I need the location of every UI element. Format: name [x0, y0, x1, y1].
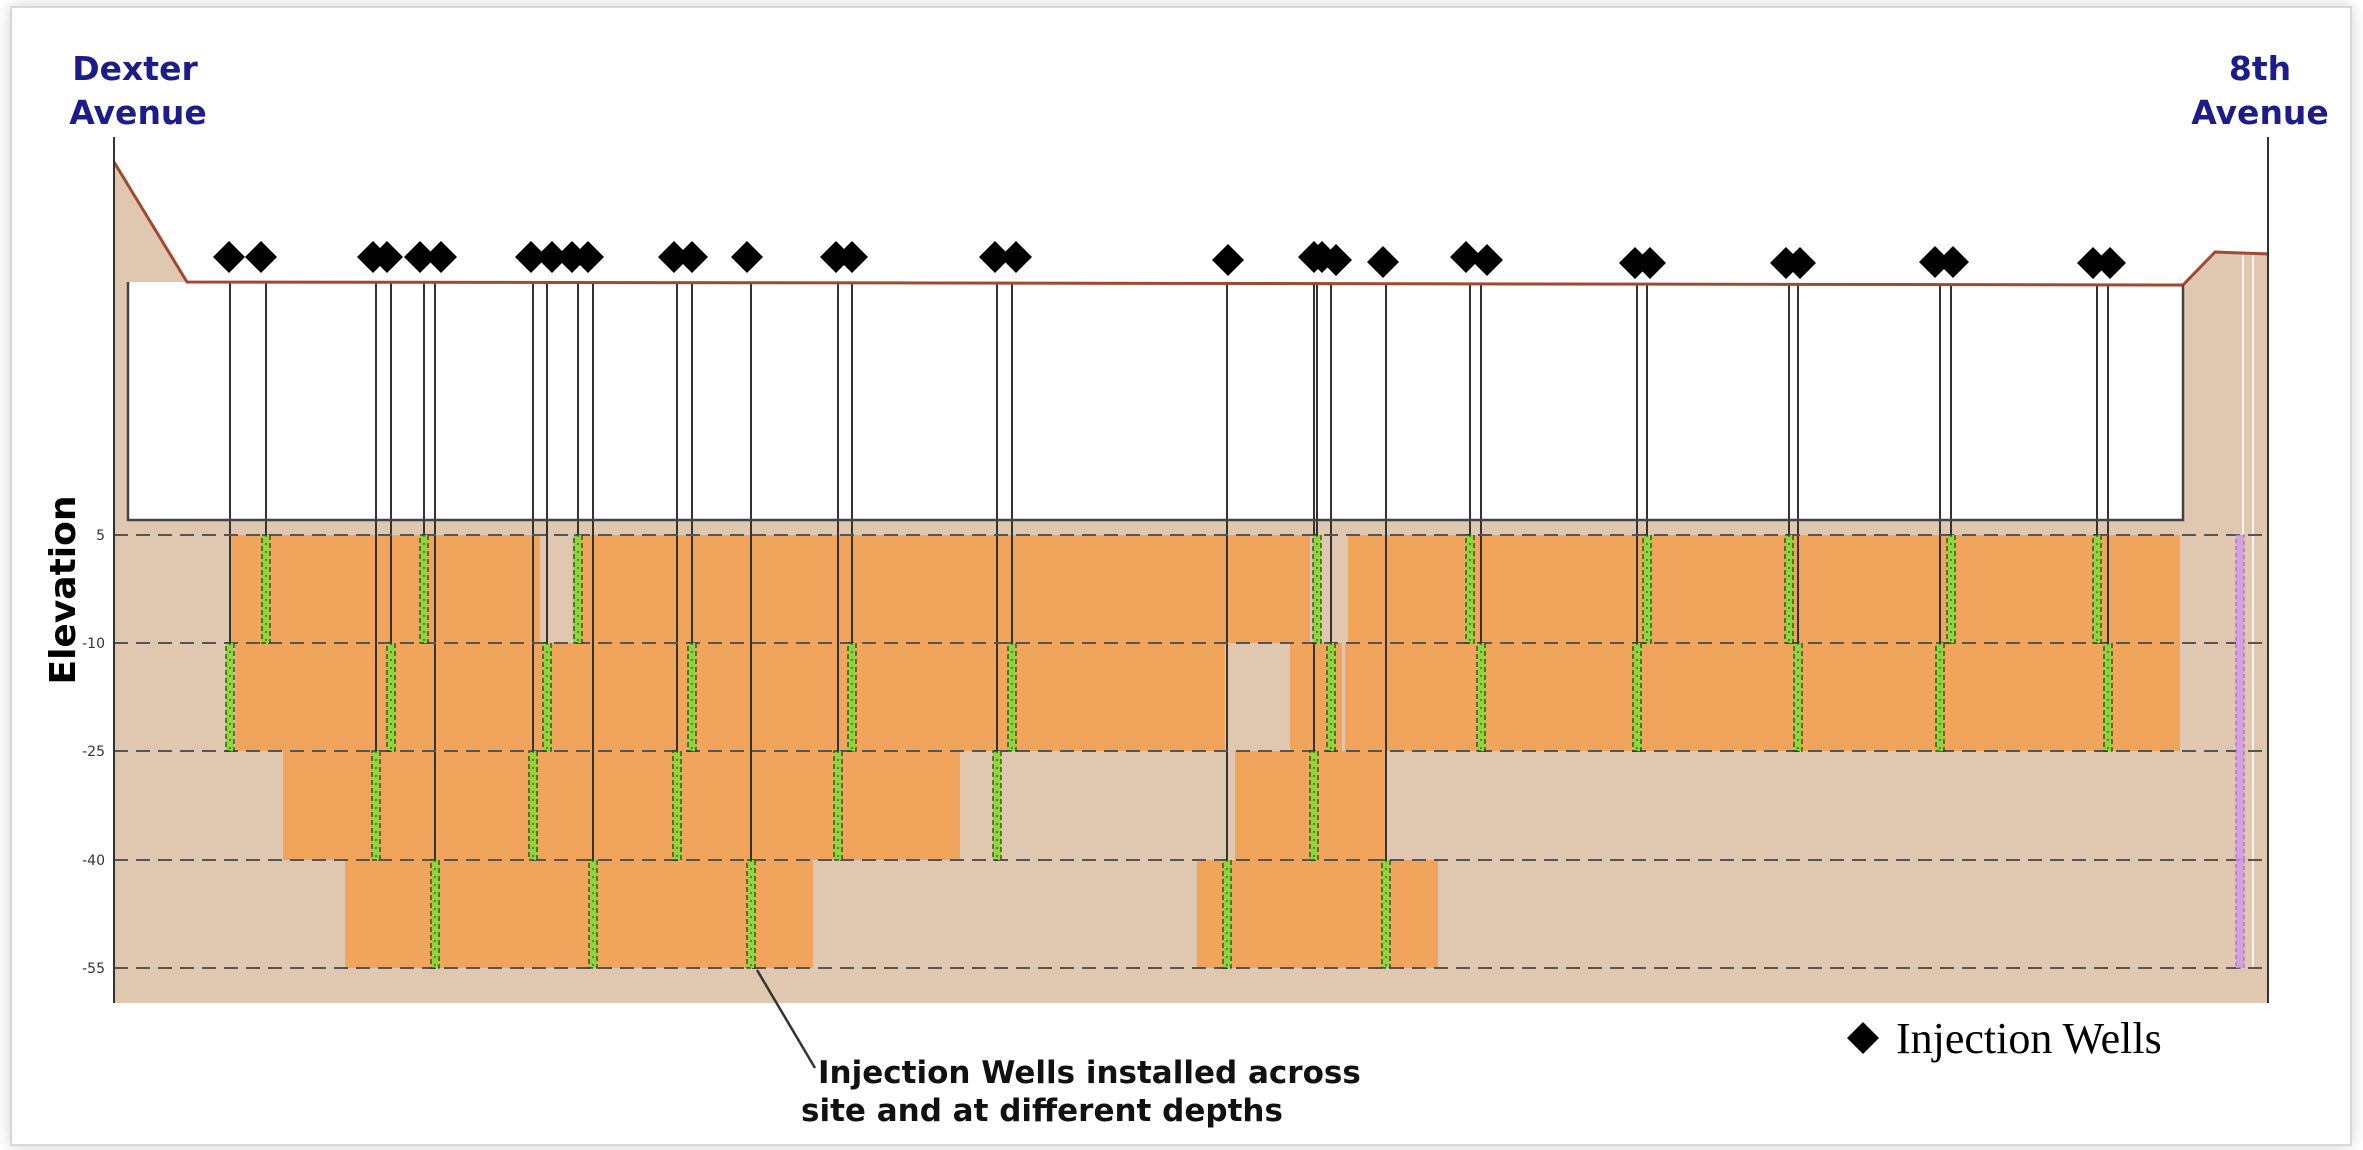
injection-well-marker-icon — [1937, 246, 1969, 278]
elevation-tick-label: 5 — [96, 528, 105, 544]
injection-well-marker-icon — [1784, 247, 1816, 279]
injection-well-marker-icon — [245, 241, 277, 273]
treatment-zone — [1348, 535, 2180, 643]
injection-well-marker-icon — [979, 241, 1011, 273]
injection-well-marker-icon — [572, 241, 604, 273]
treatment-zone — [573, 535, 1310, 643]
treatment-zone — [283, 751, 960, 860]
injection-well-marker-icon — [1634, 247, 1666, 279]
left-street-label-line1: Dexter — [72, 49, 198, 88]
right-street-label-line2: Avenue — [2191, 93, 2329, 132]
injection-well-marker-icon — [2094, 247, 2126, 279]
injection-well-marker-icon — [404, 241, 436, 273]
treatment-zone — [235, 643, 1225, 751]
monitoring-well-screen — [2235, 859, 2245, 969]
injection-well-marker-icon — [213, 241, 245, 273]
injection-well-marker-icon — [1919, 246, 1951, 278]
injection-well-marker-icon — [371, 241, 403, 273]
elevation-tick-label: -25 — [82, 744, 105, 760]
annotation-line1: Injection Wells installed across — [818, 1055, 1361, 1091]
elevation-tick-label: -40 — [82, 853, 105, 869]
elevation-tick-label: -10 — [82, 636, 105, 652]
well-screens — [225, 534, 2245, 969]
treatment-zone — [229, 535, 540, 643]
injection-well-marker-icon — [836, 241, 868, 273]
y-axis-title: Elevation — [43, 495, 84, 684]
injection-well-marker-icon — [515, 241, 547, 273]
injection-well-markers — [213, 241, 2126, 279]
monitoring-well-screen — [2235, 534, 2245, 861]
elevation-tick-labels: 5 -10 -25 -40 -55 — [82, 528, 105, 977]
injection-well-marker-icon — [536, 241, 568, 273]
treatment-zones — [229, 535, 2180, 968]
injection-well-marker-icon — [676, 241, 708, 273]
injection-well-marker-icon — [425, 241, 457, 273]
injection-well-marker-icon — [1450, 241, 1482, 273]
annotation-line2: site and at different depths — [801, 1093, 1283, 1129]
ground-surface-line — [112, 161, 2269, 287]
right-street-label-line1: 8th — [2229, 49, 2291, 88]
treatment-zone — [1345, 643, 2180, 751]
elevation-tick-label: -55 — [82, 961, 105, 977]
injection-well-marker-icon — [1212, 244, 1244, 276]
injection-well-marker-icon — [1471, 244, 1503, 276]
annotation-leader-line — [755, 969, 817, 1069]
injection-well-marker-icon — [731, 241, 763, 273]
ground-surface — [112, 137, 2269, 1003]
injection-well-marker-icon — [2077, 247, 2109, 279]
left-street-label-line2: Avenue — [69, 93, 207, 132]
legend-label: Injection Wells — [1896, 1014, 2162, 1063]
injection-well-marker-icon — [1000, 241, 1032, 273]
legend-diamond-icon — [1847, 1022, 1879, 1054]
injection-well-marker-icon — [1320, 244, 1352, 276]
injection-well-marker-icon — [1367, 246, 1399, 278]
treatment-zone — [1197, 860, 1438, 968]
elevation-gridlines — [114, 534, 2268, 969]
injection-well-marker-icon — [658, 241, 690, 273]
excavation-outline — [126, 282, 2185, 522]
treatment-zone — [345, 860, 813, 968]
